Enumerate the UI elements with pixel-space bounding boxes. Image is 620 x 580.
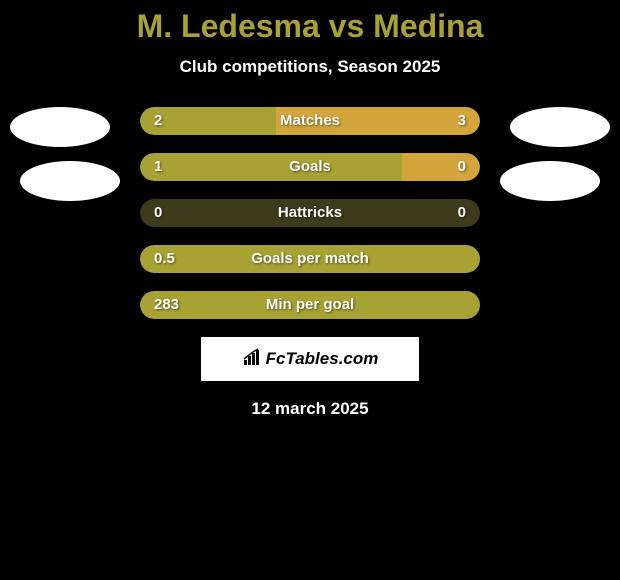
stat-label: Matches bbox=[140, 107, 480, 135]
subtitle-text: Club competitions, Season 2025 bbox=[0, 57, 620, 77]
stat-row: 2Matches3 bbox=[140, 107, 480, 135]
stat-right-value: 0 bbox=[458, 199, 466, 227]
player-left-avatar bbox=[20, 161, 120, 201]
stat-row: 283Min per goal bbox=[140, 291, 480, 319]
stat-right-value: 3 bbox=[458, 107, 466, 135]
comparison-widget: M. Ledesma vs Medina Club competitions, … bbox=[0, 0, 620, 419]
stat-right-value: 0 bbox=[458, 153, 466, 181]
brand-text: FcTables.com bbox=[242, 348, 379, 371]
stat-label: Goals per match bbox=[140, 245, 480, 273]
player-right-avatar-shadow bbox=[510, 107, 610, 147]
stat-label: Hattricks bbox=[140, 199, 480, 227]
stat-row: 0Hattricks0 bbox=[140, 199, 480, 227]
bars-wrapper: 2Matches31Goals00Hattricks00.5Goals per … bbox=[140, 107, 480, 319]
stat-row: 1Goals0 bbox=[140, 153, 480, 181]
player-left-avatar-shadow bbox=[10, 107, 110, 147]
brand-box[interactable]: FcTables.com bbox=[201, 337, 419, 381]
stats-area: 2Matches31Goals00Hattricks00.5Goals per … bbox=[0, 107, 620, 319]
chart-icon bbox=[242, 348, 262, 371]
stat-label: Goals bbox=[140, 153, 480, 181]
brand-label: FcTables.com bbox=[266, 349, 379, 369]
player-right-avatar bbox=[500, 161, 600, 201]
page-title: M. Ledesma vs Medina bbox=[0, 8, 620, 45]
stat-row: 0.5Goals per match bbox=[140, 245, 480, 273]
stat-label: Min per goal bbox=[140, 291, 480, 319]
date-text: 12 march 2025 bbox=[0, 399, 620, 419]
